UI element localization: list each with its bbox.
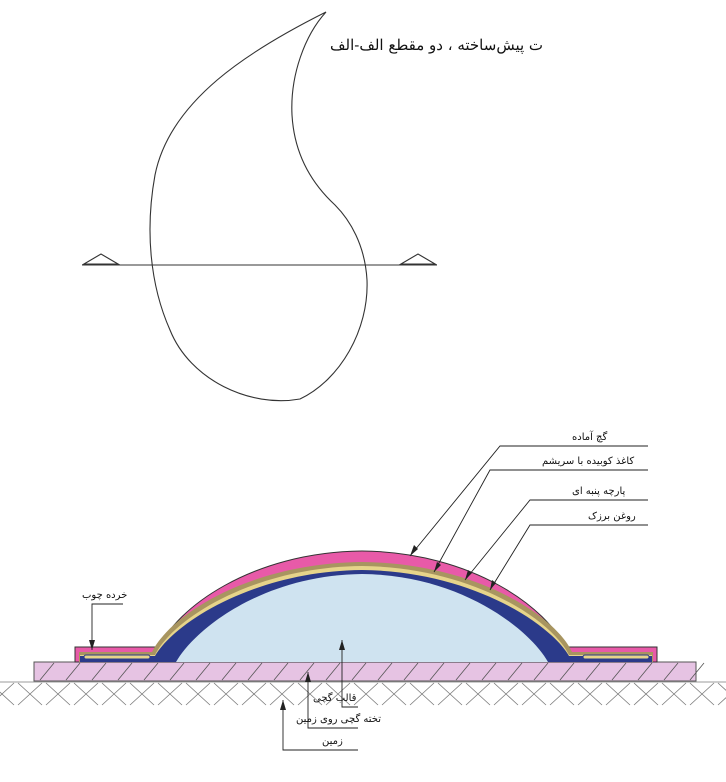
wood-chips-right — [582, 654, 650, 660]
ground-hatch-line — [17, 682, 43, 706]
ground-hatch-line — [213, 682, 239, 706]
board-hatch-line — [325, 662, 341, 681]
board-hatch-line — [273, 662, 289, 681]
board-hatch-line — [143, 662, 159, 681]
ground-hatch-line — [185, 682, 211, 706]
board-hatch-line — [611, 662, 627, 681]
ground-hatch-line — [353, 682, 379, 706]
ground-hatch-line — [101, 682, 127, 706]
board-hatch-line — [533, 662, 549, 681]
leader-linseed-oil — [489, 524, 648, 591]
label-ground: زمین — [322, 736, 343, 747]
ground-hatch-line — [297, 682, 323, 706]
board-hatch-line — [39, 662, 55, 681]
board-hatch-line — [351, 662, 367, 681]
ground-hatch-line — [717, 697, 726, 706]
ground-hatch-line — [549, 682, 575, 706]
board-hatch-line — [117, 662, 133, 681]
board-hatch-line — [299, 662, 315, 681]
label-linseed-oil: روغن برزک — [588, 511, 636, 522]
board-hatch-line — [195, 662, 211, 681]
ground-hatch-line — [521, 682, 547, 706]
ground-hatch-line — [717, 682, 726, 691]
section-marker-right — [398, 253, 438, 265]
ground-hatch-line — [157, 682, 183, 706]
board-hatch-line — [689, 662, 705, 681]
leader-arrowheads — [89, 545, 496, 710]
ground-hatch-line — [437, 682, 463, 706]
board-hatch-line — [559, 662, 575, 681]
ground-hatch-line — [0, 682, 15, 697]
board-hatch-line — [585, 662, 601, 681]
plaster-board — [33, 661, 705, 682]
label-glued-paper: کاغذ کوبیده با سریشم — [542, 456, 635, 467]
board-hatch-line — [663, 662, 679, 681]
board-hatch-line — [455, 662, 471, 681]
board-hatch-line — [429, 662, 445, 681]
ground-hatch-line — [45, 682, 71, 706]
ground-hatch — [0, 681, 726, 706]
ground-hatch-line — [381, 682, 407, 706]
ground-hatch-line — [633, 682, 659, 706]
leader-plaster-mold — [341, 640, 358, 708]
label-plaster-board: تخته گچی روی زمین — [296, 714, 382, 725]
leader-wood-chips — [91, 603, 123, 650]
ground-hatch-line — [241, 682, 267, 706]
leader-cotton-cloth — [464, 499, 648, 581]
board-hatch-line — [91, 662, 107, 681]
leader-ready-plaster — [409, 445, 648, 557]
board-hatch-line — [637, 662, 653, 681]
leader-ground — [282, 700, 358, 751]
ground-hatch-line — [269, 682, 295, 706]
ground-hatch-line — [325, 682, 351, 706]
label-plaster-mold: قالب گچی — [313, 693, 357, 704]
teardrop-plan — [81, 11, 438, 402]
ground-hatch-line — [493, 682, 519, 706]
board-hatch-line — [65, 662, 81, 681]
wood-chips-left — [83, 654, 151, 660]
leader-lines — [91, 445, 648, 751]
ground-hatch-line — [73, 682, 99, 706]
teardrop-outline — [149, 11, 368, 402]
ground-hatch-line — [129, 682, 155, 706]
plaster-mold — [176, 574, 548, 662]
leader-glued-paper — [433, 469, 648, 573]
label-ready-plaster: گچ آماده — [572, 432, 608, 443]
ground-hatch-line — [689, 682, 715, 706]
board-hatch-line — [403, 662, 419, 681]
ground-hatch-line — [465, 682, 491, 706]
board-hatch-line — [377, 662, 393, 681]
label-wood-chips: خرده چوب — [82, 590, 128, 601]
ground-hatch-line — [661, 682, 687, 706]
ground-hatch-line — [605, 682, 631, 706]
figure-title: ت پیش‌ساخته ، دو مقطع الف-الف — [330, 36, 544, 54]
board-hatch-line — [507, 662, 523, 681]
dome-layers — [74, 550, 658, 663]
ground-hatch-line — [577, 682, 603, 706]
section-marker-left — [81, 253, 121, 265]
ground-hatch-line — [409, 682, 435, 706]
board-hatch-line — [169, 662, 185, 681]
board-hatch-line — [481, 662, 497, 681]
board-hatch-line — [247, 662, 263, 681]
label-cotton-cloth: پارچه پنبه ای — [572, 486, 626, 497]
board-hatch-line — [221, 662, 237, 681]
leader-plaster-board — [307, 672, 358, 729]
